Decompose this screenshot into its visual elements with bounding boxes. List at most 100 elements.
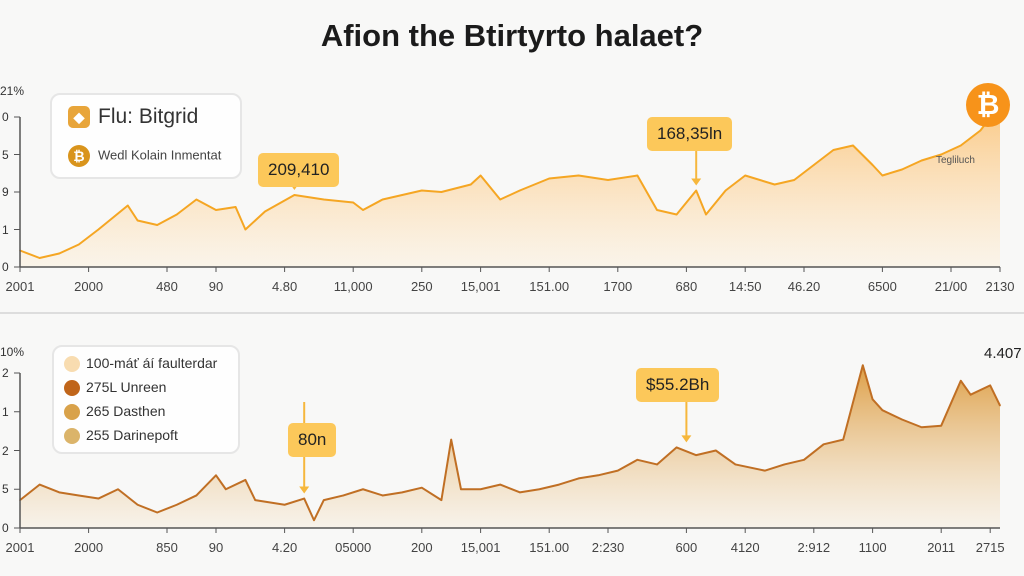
callout-arrowhead: [691, 178, 702, 186]
x-tick-label: 90: [208, 540, 224, 555]
data-point: [519, 189, 521, 192]
x-tick-label: 14:50: [728, 279, 762, 294]
area-fill-0: [20, 105, 1000, 267]
x-tick-label: 21/00: [934, 279, 968, 294]
data-point: [832, 149, 835, 151]
data-point: [58, 491, 60, 494]
x-tick-label: 2130: [985, 279, 1015, 294]
data-point: [822, 443, 825, 446]
data-point: [499, 198, 502, 201]
x-tick-label: 2011: [927, 540, 956, 555]
data-point: [999, 404, 1001, 407]
legend-entry: 100-máť áí faulterdar: [64, 355, 217, 373]
data-point: [920, 159, 923, 162]
area-fill-1: [20, 365, 1000, 528]
data-point: [283, 503, 286, 506]
data-point: [38, 483, 41, 486]
x-tick-label: 2:912: [797, 540, 831, 555]
data-point: [97, 228, 100, 231]
y-tick-label: 1: [2, 222, 9, 237]
y-axis-label-top: 21%: [0, 84, 25, 98]
data-point: [323, 499, 325, 501]
legend-swatch: [64, 380, 80, 397]
data-point: [979, 129, 982, 132]
data-point: [636, 174, 639, 177]
y-tick-label: 5: [2, 147, 9, 162]
bitgrid-logo-icon: ◆: [68, 106, 90, 129]
data-point: [381, 494, 384, 497]
x-tick-label: 4.20: [271, 540, 298, 555]
data-point: [695, 454, 697, 456]
data-point: [401, 491, 404, 494]
x-tick-label: 1700: [603, 279, 633, 294]
x-tick-label: 151.00: [529, 540, 570, 555]
data-point: [78, 494, 80, 497]
data-point: [901, 418, 903, 421]
data-point: [597, 474, 599, 477]
x-tick-label: 680: [675, 279, 698, 294]
x-tick-label: 4.80: [271, 279, 298, 294]
data-point: [558, 483, 560, 486]
y-tick-label: 2: [2, 443, 9, 458]
data-point: [656, 209, 658, 211]
data-point: [881, 174, 884, 177]
data-point: [215, 474, 217, 477]
data-point: [176, 213, 178, 216]
data-point: [901, 168, 903, 171]
data-point: [97, 497, 100, 500]
data-point: [744, 174, 746, 177]
data-point: [421, 189, 423, 192]
data-point: [440, 499, 443, 501]
callout-bottom-2: $55.2Bh: [636, 368, 720, 402]
data-point: [881, 409, 884, 412]
y-tick-label: 5: [2, 482, 9, 497]
x-tick-label: 2715: [975, 540, 1005, 555]
data-point: [715, 449, 717, 452]
data-point: [920, 426, 923, 429]
y-tick-label: 9: [2, 185, 9, 199]
data-point: [617, 469, 619, 472]
data-point: [293, 194, 296, 196]
data-point: [783, 463, 786, 466]
data-point: [773, 183, 776, 186]
data-point: [734, 463, 737, 466]
data-point: [313, 519, 315, 522]
x-tick-label: 2001: [5, 279, 35, 294]
data-point: [636, 459, 639, 461]
x-tick-label: 850: [156, 540, 178, 555]
legend-title: Flu: Bitgrid: [98, 105, 199, 128]
legend-entry: 275L Unreen: [64, 379, 166, 397]
data-point: [195, 198, 198, 201]
data-point: [479, 174, 482, 177]
data-point: [548, 177, 550, 180]
x-tick-label: 6500: [867, 279, 897, 294]
legend-swatch: [64, 356, 80, 373]
callout-bottom-1: 80n: [288, 423, 337, 457]
callout-top-1: 209,410: [258, 153, 340, 187]
data-point: [969, 393, 972, 396]
data-point: [499, 483, 502, 486]
data-point: [254, 499, 256, 501]
bitcoin-icon: ₿: [966, 83, 1010, 127]
data-point: [421, 486, 423, 489]
data-point: [577, 477, 580, 480]
data-point: [803, 459, 805, 461]
callout-top-2: 168,35ln: [647, 117, 733, 151]
data-point: [852, 144, 854, 147]
x-tick-label: 46.20: [787, 279, 821, 294]
data-point: [225, 488, 227, 491]
y-tick-label: 2: [2, 366, 9, 380]
data-point: [156, 511, 158, 514]
data-point: [381, 198, 384, 201]
data-point: [342, 494, 345, 497]
data-point: [176, 503, 178, 506]
bottom-legend: 100-máť áí faulterdar 275L Unreen 265 Da…: [52, 345, 240, 454]
data-point: [764, 469, 766, 472]
data-point: [705, 213, 707, 216]
data-point: [479, 488, 482, 491]
x-tick-label: 151.00: [529, 279, 570, 294]
data-point: [362, 209, 364, 211]
data-point: [960, 144, 962, 147]
callout-arrowhead: [299, 486, 310, 494]
